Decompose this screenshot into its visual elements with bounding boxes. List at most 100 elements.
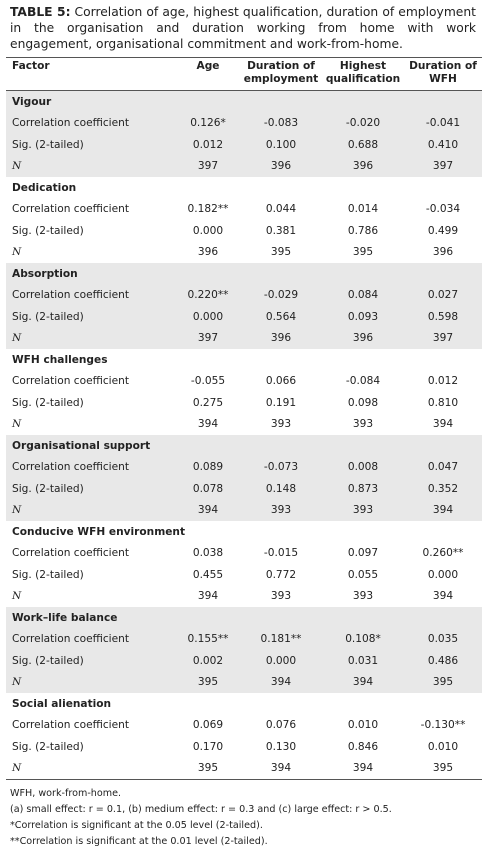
cell: 394 xyxy=(432,590,454,603)
cell: -0.083 xyxy=(240,112,322,134)
cell: 0.126* xyxy=(176,112,240,134)
cell: 0.027 xyxy=(404,284,482,306)
data-row: Correlation coefficient 0.126* -0.083 -0.02… xyxy=(6,112,482,134)
cell: -0.130** xyxy=(420,719,466,732)
group-title: Social alienation xyxy=(12,697,112,710)
cell: 395 xyxy=(352,246,374,259)
cell: 0.008 xyxy=(322,456,404,478)
group-title: WFH challenges xyxy=(12,353,108,366)
row-label: N xyxy=(12,590,22,603)
cell: 396 xyxy=(322,155,404,177)
cell: 397 xyxy=(176,327,240,349)
cell: 396 xyxy=(240,155,322,177)
cell: 394 xyxy=(322,757,404,780)
data-row: Correlation coefficient -0.055 0.066 -0.084… xyxy=(6,371,482,393)
cell: 0.688 xyxy=(322,134,404,156)
cell: 395 xyxy=(404,757,482,780)
cell: 394 xyxy=(240,671,322,693)
caption-text: Correlation of age, highest qualificatio… xyxy=(10,5,476,51)
row-label: Correlation coefficient xyxy=(12,375,130,388)
cell: 0.000 xyxy=(240,650,322,672)
cell: 394 xyxy=(176,499,240,521)
cell: 395 xyxy=(176,671,240,693)
data-row: Sig. (2-tailed) 0.170 0.130 0.846 0.010 xyxy=(6,736,482,758)
cell: 0.076 xyxy=(265,719,297,732)
cell: 0.093 xyxy=(322,306,404,328)
row-label: Sig. (2-tailed) xyxy=(6,478,176,500)
cell: 0.455 xyxy=(192,568,224,581)
row-label: Correlation coefficient xyxy=(6,628,176,650)
cell: 397 xyxy=(176,155,240,177)
data-row: N 394 393 393 394 xyxy=(6,499,482,521)
header-cell: Age xyxy=(176,57,240,91)
cell: 395 xyxy=(176,757,240,780)
cell: 0.499 xyxy=(427,224,459,237)
cell: 0.786 xyxy=(347,224,379,237)
data-row: N 395 394 394 395 xyxy=(6,671,482,693)
header-cell: Highest qualification xyxy=(322,57,404,91)
cell: 0.873 xyxy=(322,478,404,500)
cell: 0.047 xyxy=(404,456,482,478)
row-label: Correlation coefficient xyxy=(12,203,130,216)
row-label: N xyxy=(12,246,22,259)
data-row: Sig. (2-tailed) 0.455 0.772 0.055 0.000 xyxy=(6,564,482,586)
cell: 0.220** xyxy=(176,284,240,306)
cell: 395 xyxy=(270,246,292,259)
cell: 0.097 xyxy=(347,547,379,560)
cell: 0.772 xyxy=(265,568,297,581)
cell: 0.012 xyxy=(176,134,240,156)
data-row: N 396 395 395 396 xyxy=(6,242,482,264)
cell: 0.002 xyxy=(176,650,240,672)
cell: 393 xyxy=(240,499,322,521)
cell: 0.078 xyxy=(176,478,240,500)
cell: 0.012 xyxy=(427,375,459,388)
cell: 0.846 xyxy=(347,740,379,753)
table-body: Vigour Correlation coefficient 0.126* -0.08… xyxy=(6,90,482,780)
cell: 0.038 xyxy=(192,547,224,560)
data-row: N 394 393 393 394 xyxy=(6,586,482,608)
row-label: N xyxy=(6,327,176,349)
row-label: Correlation coefficient xyxy=(6,284,176,306)
row-label: Sig. (2-tailed) xyxy=(12,740,84,753)
group-row: Work–life balance xyxy=(6,607,482,629)
row-label: Sig. (2-tailed) xyxy=(12,224,84,237)
cell: 0.170 xyxy=(192,740,224,753)
cell: 0.066 xyxy=(265,375,297,388)
cell: 393 xyxy=(352,590,374,603)
row-label: Correlation coefficient xyxy=(12,719,130,732)
header-row: Factor Age Duration of employment Highest q… xyxy=(6,57,482,91)
cell: 0.260** xyxy=(422,547,464,560)
row-label: Correlation coefficient xyxy=(6,456,176,478)
row-label: Sig. (2-tailed) xyxy=(6,134,176,156)
data-row: Correlation coefficient 0.089 -0.073 0.008 0… xyxy=(6,456,482,478)
cell: 394 xyxy=(404,499,482,521)
caption: TABLE 5: Correlation of age, highest qual… xyxy=(10,4,476,52)
row-label: N xyxy=(6,499,176,521)
data-row: Correlation coefficient 0.220** -0.029 0.08… xyxy=(6,284,482,306)
footnotes: WFH, work-from-home. (a) small effect: r … xyxy=(10,786,392,850)
group-title: Vigour xyxy=(6,90,482,113)
cell: 393 xyxy=(352,418,374,431)
cell: -0.015 xyxy=(263,547,299,560)
cell: 0.031 xyxy=(322,650,404,672)
data-row: Sig. (2-tailed) 0.000 0.381 0.786 0.499 xyxy=(6,220,482,242)
footnote: *Correlation is significant at the 0.05 … xyxy=(10,820,263,831)
row-label: Sig. (2-tailed) xyxy=(12,568,84,581)
data-row: Sig. (2-tailed) 0.000 0.564 0.093 0.598 xyxy=(6,306,482,328)
cell: 0.381 xyxy=(265,224,297,237)
cell: -0.041 xyxy=(404,112,482,134)
cell: 0.014 xyxy=(347,203,379,216)
cell: 394 xyxy=(432,418,454,431)
caption-label: TABLE 5: xyxy=(10,5,71,19)
cell: 0.098 xyxy=(347,396,379,409)
cell: 0.486 xyxy=(404,650,482,672)
data-row: Correlation coefficient 0.069 0.076 0.010 -0… xyxy=(6,715,482,737)
data-row: Sig. (2-tailed) 0.002 0.000 0.031 0.486 xyxy=(6,650,482,672)
data-row: Correlation coefficient 0.182** 0.044 0.014… xyxy=(6,199,482,221)
row-label: Sig. (2-tailed) xyxy=(12,396,84,409)
cell: 0.000 xyxy=(176,306,240,328)
cell: 397 xyxy=(404,155,482,177)
data-row: Sig. (2-tailed) 0.275 0.191 0.098 0.810 xyxy=(6,392,482,414)
header-cell: Duration of employment xyxy=(240,57,322,91)
